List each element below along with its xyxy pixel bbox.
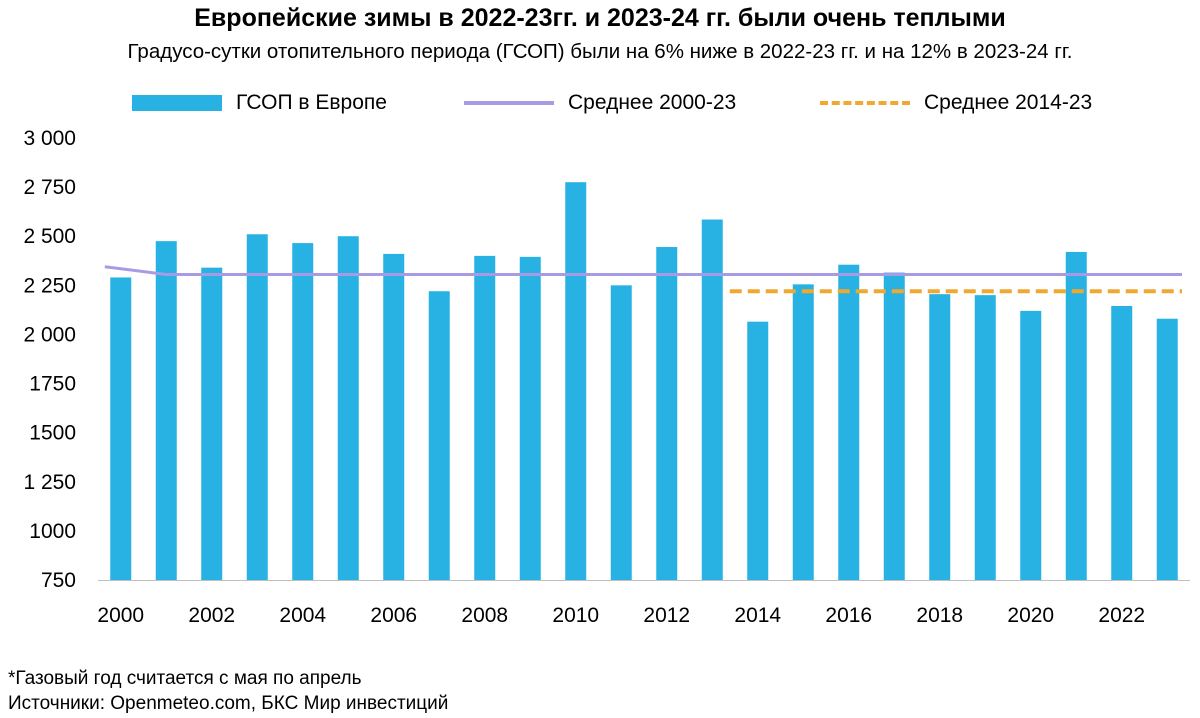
bar-2001: [155, 241, 177, 580]
legend: ГСОП в Европе Среднее 2000-23 Среднее 20…: [0, 88, 1200, 118]
bar-2003: [246, 234, 268, 580]
x-tick-label: 2008: [461, 604, 508, 627]
bar-2012: [656, 247, 678, 580]
y-tick-label: 1500: [29, 422, 76, 445]
bar-2007: [428, 291, 450, 580]
bar-2010: [565, 182, 587, 580]
bar-2018: [929, 294, 951, 580]
bar-2008: [474, 255, 496, 580]
x-tick-label: 2006: [370, 604, 417, 627]
legend-swatch-bar: [132, 95, 222, 111]
legend-item-avg-2014-23: Среднее 2014-23: [820, 88, 1092, 118]
bar-2009: [519, 256, 541, 580]
y-tick-label: 1750: [29, 373, 76, 396]
y-tick-label: 3 000: [23, 127, 76, 150]
bar-2022: [1111, 305, 1133, 580]
line-avg-2000-23: [104, 265, 1182, 276]
x-tick-label: 2016: [825, 604, 872, 627]
y-tick-label: 2 000: [23, 323, 76, 346]
bar-2011: [610, 285, 632, 580]
bar-2005: [337, 236, 359, 580]
x-tick-label: 2000: [97, 604, 144, 627]
legend-label-avg-2000-23: Среднее 2000-23: [568, 91, 737, 114]
bar-2002: [201, 267, 223, 580]
x-tick-label: 2002: [188, 604, 235, 627]
x-tick-label: 2004: [279, 604, 326, 627]
bar-2006: [383, 253, 405, 580]
bar-2023: [1156, 318, 1178, 580]
y-tick-label: 2 250: [23, 274, 76, 297]
footnote-gas-year: *Газовый год считается с мая по апрель: [8, 668, 362, 689]
bar-2021: [1065, 251, 1087, 580]
y-tick-label: 1000: [29, 520, 76, 543]
x-tick-label: 2018: [916, 604, 963, 627]
legend-label-gsop: ГСОП в Европе: [236, 91, 387, 114]
bar-2015: [792, 284, 814, 580]
legend-item-avg-2000-23: Среднее 2000-23: [464, 88, 736, 118]
y-tick-label: 2 750: [23, 176, 76, 199]
x-tick-label: 2014: [734, 604, 781, 627]
x-tick-label: 2020: [1007, 604, 1054, 627]
legend-swatch-dashed: [820, 101, 910, 105]
bar-2017: [883, 272, 905, 580]
bar-2000: [110, 277, 132, 580]
y-tick-label: 750: [41, 569, 76, 592]
bar-2020: [1020, 310, 1042, 580]
legend-item-gsop: ГСОП в Европе: [132, 88, 387, 118]
chart-subtitle: Градусо-сутки отопительного периода (ГСО…: [127, 40, 1073, 63]
bar-2004: [292, 243, 314, 580]
legend-swatch-line: [464, 101, 554, 105]
bar-2014: [747, 321, 769, 580]
bar-2019: [974, 295, 996, 580]
x-tick-label: 2010: [552, 604, 599, 627]
chart-title: Европейские зимы в 2022-23гг. и 2023-24 …: [194, 4, 1006, 32]
footnote-sources: Источники: Openmeteo.com, БКС Мир инвест…: [8, 693, 449, 714]
bar-2013: [701, 219, 723, 580]
legend-label-avg-2014-23: Среднее 2014-23: [924, 91, 1093, 114]
y-tick-label: 2 500: [23, 225, 76, 248]
bar-2016: [838, 264, 860, 580]
bar-chart: 750 1000 1 250 1500 1750 2 000 2 250 2 500 2 750…: [23, 127, 1190, 627]
x-tick-label: 2012: [643, 604, 690, 627]
x-tick-label: 2022: [1098, 604, 1145, 627]
y-tick-label: 1 250: [23, 471, 76, 494]
